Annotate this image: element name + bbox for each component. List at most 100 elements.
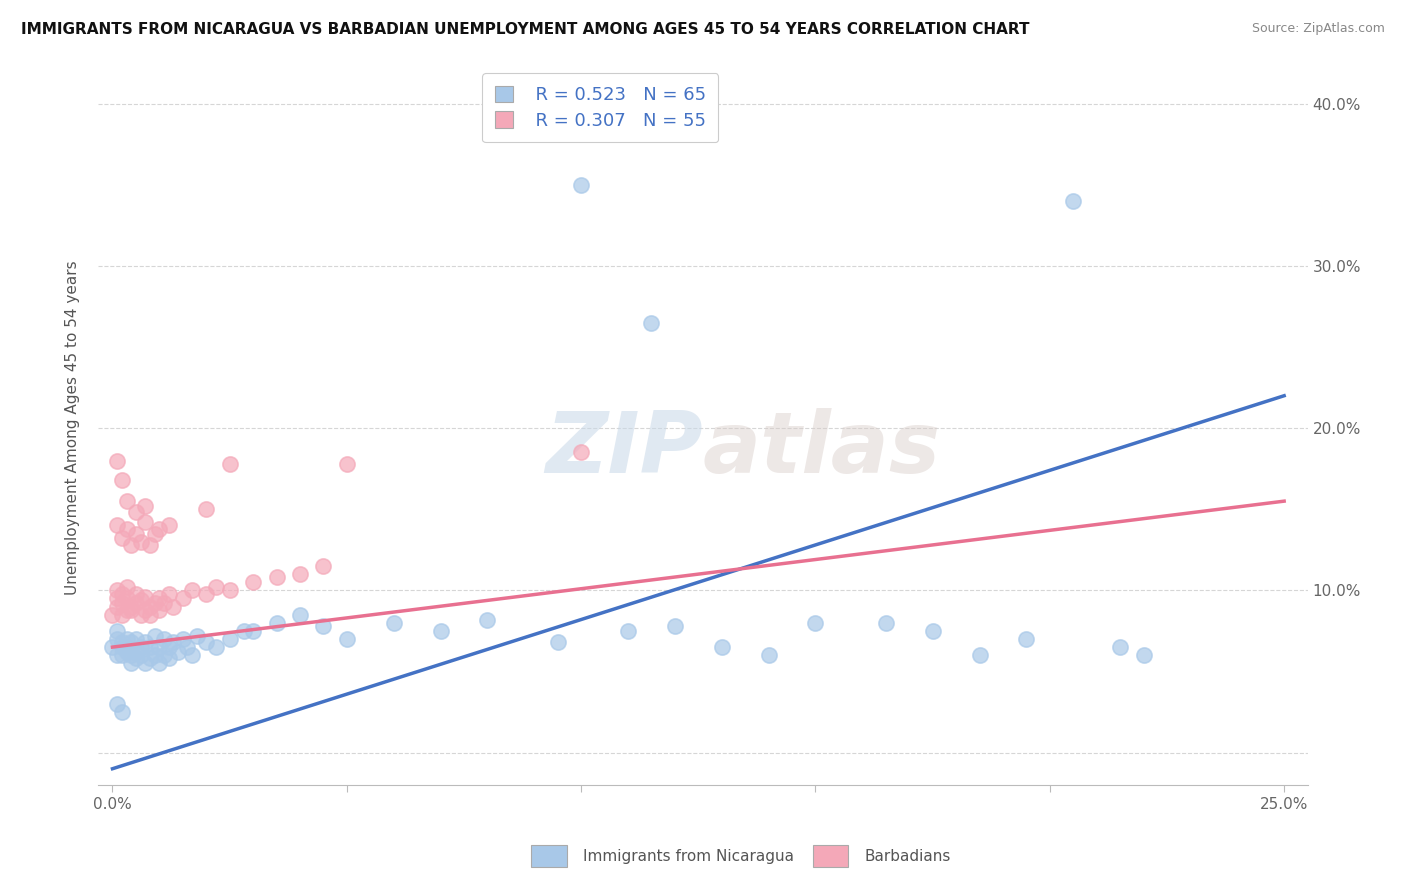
Point xyxy=(111,596,134,610)
Point xyxy=(569,178,592,192)
Point xyxy=(125,632,148,646)
Point xyxy=(218,583,240,598)
Point xyxy=(115,494,138,508)
Point xyxy=(139,651,162,665)
Point xyxy=(111,635,134,649)
Point xyxy=(172,632,194,646)
Point xyxy=(242,624,264,638)
Point xyxy=(125,596,148,610)
Point xyxy=(125,506,148,520)
Point xyxy=(1109,640,1132,654)
Point xyxy=(382,615,405,630)
Point xyxy=(181,583,204,598)
Point xyxy=(120,599,142,614)
Point xyxy=(139,607,162,622)
Text: ZIP: ZIP xyxy=(546,408,703,491)
Point xyxy=(148,522,170,536)
Point xyxy=(120,538,142,552)
Point xyxy=(111,648,134,663)
Point xyxy=(153,632,176,646)
Point xyxy=(125,651,148,665)
Point xyxy=(153,596,176,610)
Point xyxy=(167,645,190,659)
Point xyxy=(143,648,166,663)
Point xyxy=(111,640,134,654)
Text: Barbadians: Barbadians xyxy=(865,849,950,863)
Point xyxy=(125,645,148,659)
Point xyxy=(105,453,128,467)
Point xyxy=(139,640,162,654)
Point xyxy=(111,532,134,546)
Point xyxy=(204,580,226,594)
Point xyxy=(134,635,156,649)
Point xyxy=(105,648,128,663)
Point xyxy=(804,615,827,630)
Y-axis label: Unemployment Among Ages 45 to 54 years: Unemployment Among Ages 45 to 54 years xyxy=(65,260,80,596)
Point xyxy=(921,624,943,638)
Point xyxy=(148,640,170,654)
Point xyxy=(162,599,184,614)
Point xyxy=(336,632,359,646)
Point xyxy=(125,586,148,600)
Point xyxy=(129,607,152,622)
Point xyxy=(120,648,142,663)
Point xyxy=(148,591,170,606)
Point xyxy=(134,657,156,671)
Point xyxy=(134,603,156,617)
Point xyxy=(111,473,134,487)
Point xyxy=(176,640,198,654)
Point xyxy=(758,648,780,663)
Point xyxy=(157,651,180,665)
Point xyxy=(115,580,138,594)
Point xyxy=(105,624,128,638)
Point xyxy=(134,590,156,604)
Point xyxy=(218,632,240,646)
Point xyxy=(266,615,288,630)
Point xyxy=(139,538,162,552)
Point xyxy=(172,591,194,606)
Point xyxy=(101,640,124,654)
Point xyxy=(195,635,218,649)
Point xyxy=(336,457,359,471)
Point xyxy=(148,603,170,617)
Point xyxy=(218,457,240,471)
Point xyxy=(143,629,166,643)
Point xyxy=(143,596,166,610)
Point xyxy=(115,645,138,659)
Point xyxy=(125,526,148,541)
Point xyxy=(186,629,208,643)
Point xyxy=(157,518,180,533)
Point xyxy=(969,648,991,663)
Point xyxy=(1062,194,1084,208)
Point xyxy=(640,316,662,330)
Point xyxy=(157,586,180,600)
Text: Immigrants from Nicaragua: Immigrants from Nicaragua xyxy=(583,849,794,863)
Point xyxy=(115,591,138,606)
Point xyxy=(617,624,640,638)
Point xyxy=(105,697,128,711)
Point xyxy=(105,583,128,598)
Point xyxy=(153,648,176,663)
Point xyxy=(129,640,152,654)
Point xyxy=(312,559,335,574)
Point xyxy=(115,522,138,536)
Point xyxy=(664,619,686,633)
Point xyxy=(101,607,124,622)
Point xyxy=(111,607,134,622)
Point xyxy=(115,632,138,646)
Point xyxy=(111,705,134,719)
Point xyxy=(232,624,254,638)
Point xyxy=(181,648,204,663)
Point xyxy=(429,624,451,638)
Point xyxy=(143,526,166,541)
Point xyxy=(129,593,152,607)
Point xyxy=(134,499,156,513)
Point xyxy=(115,640,138,654)
Point xyxy=(204,640,226,654)
Point xyxy=(129,648,152,663)
Point xyxy=(288,567,311,582)
Point xyxy=(105,632,128,646)
Point xyxy=(195,586,218,600)
Point xyxy=(242,575,264,590)
Point xyxy=(105,518,128,533)
